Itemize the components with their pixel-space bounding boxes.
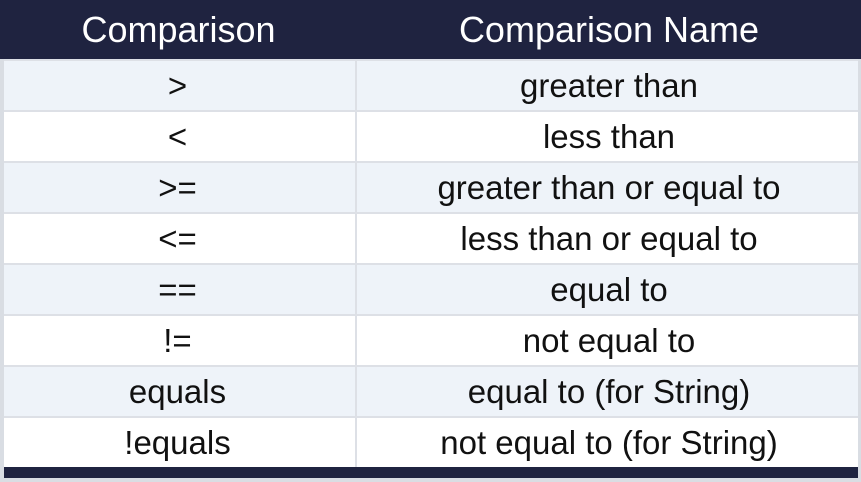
operator-name-cell: less than or equal to bbox=[460, 220, 758, 257]
table-header: Comparison Comparison Name bbox=[0, 0, 861, 59]
table-row: == equal to bbox=[0, 263, 861, 314]
operator-name-cell: not equal to (for String) bbox=[440, 424, 778, 461]
header-comparison-name: Comparison Name bbox=[458, 9, 760, 50]
table-row: < less than bbox=[0, 110, 861, 161]
operator-cell: != bbox=[0, 316, 357, 365]
table-bottom-border bbox=[0, 478, 861, 482]
table-row: > greater than bbox=[0, 59, 861, 110]
operator-name-cell: less than bbox=[542, 118, 676, 155]
table-right-border bbox=[858, 59, 861, 482]
table-row: <= less than or equal to bbox=[0, 212, 861, 263]
operator-name-cell: not equal to bbox=[522, 322, 696, 359]
operator-cell: !equals bbox=[0, 418, 357, 467]
table-body: > greater than < less than >= greater th… bbox=[0, 59, 861, 467]
operator-name-cell: equal to (for String) bbox=[467, 373, 751, 410]
operator-name-cell: greater than bbox=[520, 67, 698, 104]
operator-cell: > bbox=[0, 61, 357, 110]
table-row: >= greater than or equal to bbox=[0, 161, 861, 212]
operator-cell: < bbox=[0, 112, 357, 161]
table-row: !equals not equal to (for String) bbox=[0, 416, 861, 467]
table-row: != not equal to bbox=[0, 314, 861, 365]
operator-cell: >= bbox=[0, 163, 357, 212]
header-comparison: Comparison bbox=[81, 9, 276, 50]
operator-cell: == bbox=[0, 265, 357, 314]
operator-name-cell: greater than or equal to bbox=[437, 169, 781, 206]
operator-cell: equals bbox=[0, 367, 357, 416]
operator-name-cell: equal to bbox=[550, 271, 668, 308]
operator-cell: <= bbox=[0, 214, 357, 263]
table-left-border bbox=[0, 59, 4, 482]
table-row: equals equal to (for String) bbox=[0, 365, 861, 416]
